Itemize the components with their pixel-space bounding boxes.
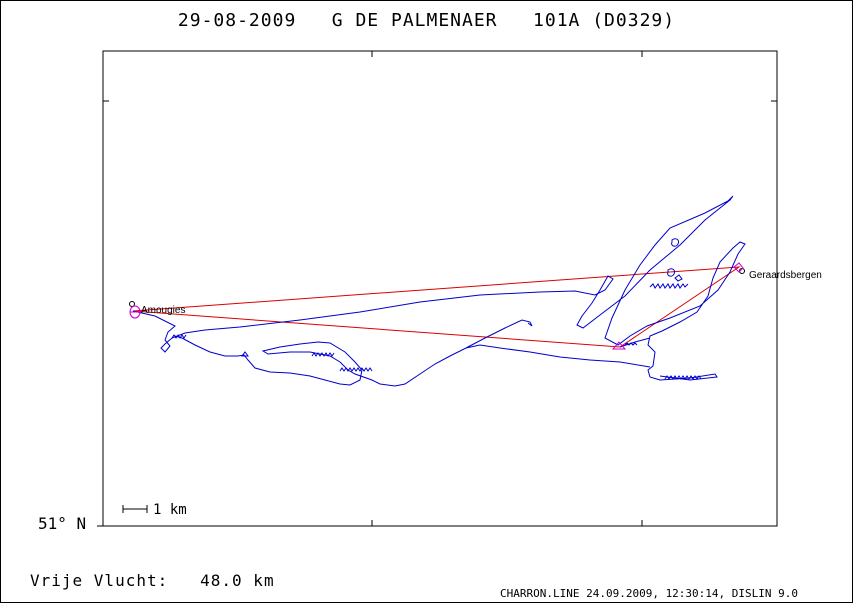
scale-bar xyxy=(122,505,148,513)
place-label-amougies: Amougies xyxy=(141,305,185,316)
page-title: 29-08-2009 G DE PALMENAER 101A (D0329) xyxy=(0,10,853,31)
thermal-clusters xyxy=(171,238,702,380)
place-label-geraardsbergen: Geraardsbergen xyxy=(749,270,822,281)
turnpoint-marker xyxy=(733,262,745,274)
flight-date: 29-08-2009 xyxy=(177,10,297,31)
start-marker xyxy=(129,301,142,319)
pilot-name: G DE PALMENAER xyxy=(331,10,498,31)
reference-route xyxy=(132,266,741,348)
turnpoint-marker-2 xyxy=(611,341,627,350)
latitude-label: 51° N xyxy=(38,514,87,533)
ring-id: 101A (D0329) xyxy=(533,10,676,31)
flight-type-label: Vrije Vlucht: xyxy=(30,571,169,590)
scale-label: 1 km xyxy=(153,502,187,518)
flight-summary: Vrije Vlucht: 48.0 km xyxy=(30,571,275,590)
map-frame xyxy=(102,50,778,527)
software-credit: CHARRON.LINE 24.09.2009, 12:30:14, DISLI… xyxy=(500,587,799,600)
gps-track xyxy=(132,195,746,387)
flight-distance: 48.0 km xyxy=(200,571,275,590)
axis-ticks xyxy=(97,51,777,527)
